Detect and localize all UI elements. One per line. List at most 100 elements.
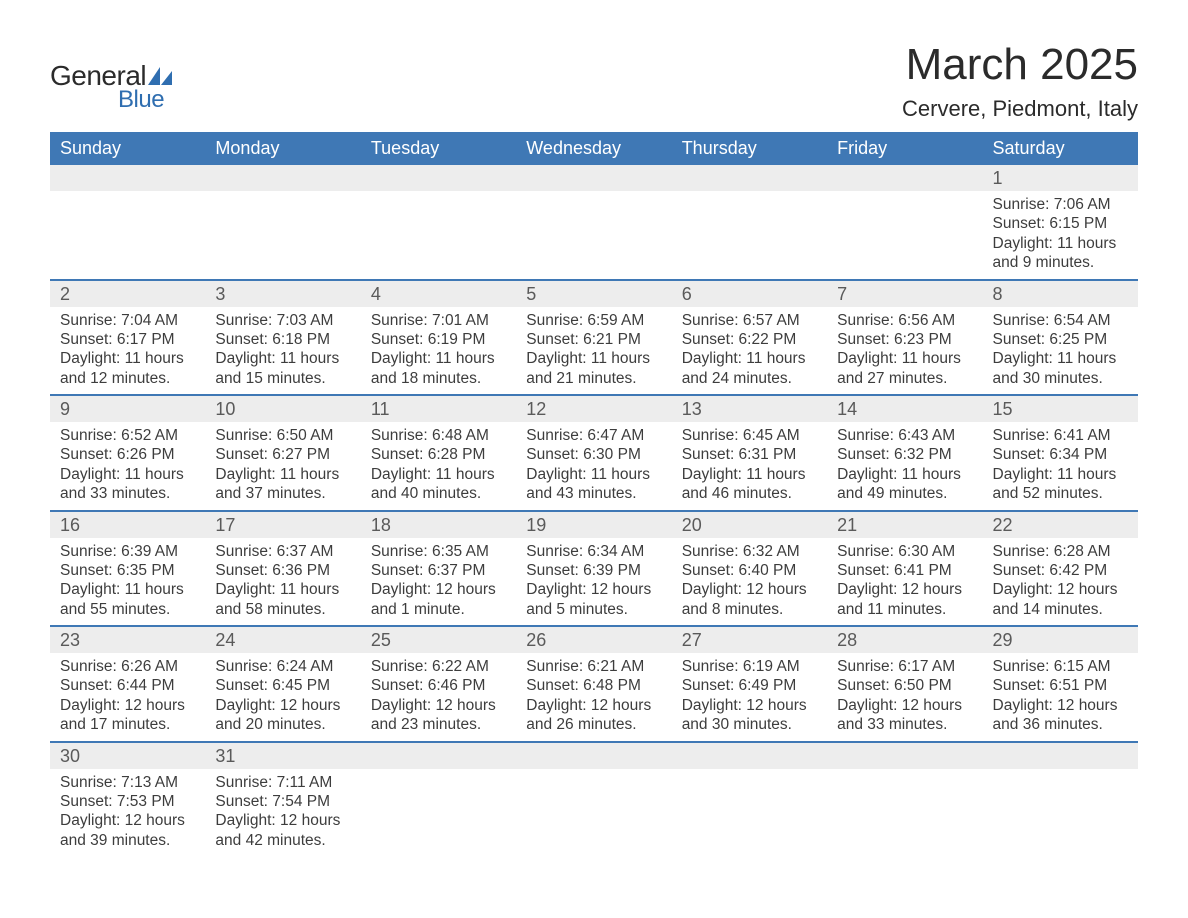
day-cell-number: 18 xyxy=(361,511,516,538)
day-number: 27 xyxy=(672,627,827,653)
daylight-text: and 9 minutes. xyxy=(993,253,1128,272)
day-number: 13 xyxy=(672,396,827,422)
calendar-body: 1Sunrise: 7:06 AMSunset: 6:15 PMDaylight… xyxy=(50,165,1138,856)
sunset-text: Sunset: 6:19 PM xyxy=(371,330,506,349)
sunset-text: Sunset: 7:54 PM xyxy=(215,792,350,811)
sunset-text: Sunset: 6:17 PM xyxy=(60,330,195,349)
day-cell-number: 16 xyxy=(50,511,205,538)
daylight-text: Daylight: 11 hours xyxy=(215,349,350,368)
daylight-text: and 12 minutes. xyxy=(60,369,195,388)
daylight-text: Daylight: 11 hours xyxy=(993,349,1128,368)
sunrise-text: Sunrise: 6:30 AM xyxy=(837,542,972,561)
daylight-text: and 27 minutes. xyxy=(837,369,972,388)
day-cell-detail: Sunrise: 6:37 AMSunset: 6:36 PMDaylight:… xyxy=(205,538,360,627)
day-cell-number: 11 xyxy=(361,395,516,422)
sunset-text: Sunset: 6:28 PM xyxy=(371,445,506,464)
daylight-text: Daylight: 11 hours xyxy=(837,349,972,368)
weekday-header: Tuesday xyxy=(361,132,516,165)
title-block: March 2025 Cervere, Piedmont, Italy xyxy=(902,40,1138,122)
day-cell-number xyxy=(516,742,671,769)
weekday-header: Wednesday xyxy=(516,132,671,165)
day-cell-detail xyxy=(827,769,982,857)
sunset-text: Sunset: 6:41 PM xyxy=(837,561,972,580)
day-cell-number: 8 xyxy=(983,280,1138,307)
day-number: 24 xyxy=(205,627,360,653)
day-number: 19 xyxy=(516,512,671,538)
sunrise-text: Sunrise: 6:45 AM xyxy=(682,426,817,445)
daylight-text: Daylight: 12 hours xyxy=(371,580,506,599)
daylight-text: Daylight: 11 hours xyxy=(682,465,817,484)
daylight-text: and 26 minutes. xyxy=(526,715,661,734)
weekday-header: Thursday xyxy=(672,132,827,165)
day-number: 17 xyxy=(205,512,360,538)
day-cell-number xyxy=(672,165,827,191)
day-cell-detail: Sunrise: 7:01 AMSunset: 6:19 PMDaylight:… xyxy=(361,307,516,396)
day-cell-number: 3 xyxy=(205,280,360,307)
sunrise-text: Sunrise: 6:26 AM xyxy=(60,657,195,676)
sunset-text: Sunset: 6:48 PM xyxy=(526,676,661,695)
detail-row: Sunrise: 6:26 AMSunset: 6:44 PMDaylight:… xyxy=(50,653,1138,742)
day-cell-detail: Sunrise: 7:03 AMSunset: 6:18 PMDaylight:… xyxy=(205,307,360,396)
day-number: 22 xyxy=(983,512,1138,538)
day-cell-number xyxy=(50,165,205,191)
logo-sail-icon xyxy=(148,67,172,85)
sunrise-text: Sunrise: 7:04 AM xyxy=(60,311,195,330)
sunset-text: Sunset: 6:15 PM xyxy=(993,214,1128,233)
sunset-text: Sunset: 6:36 PM xyxy=(215,561,350,580)
day-cell-detail: Sunrise: 7:04 AMSunset: 6:17 PMDaylight:… xyxy=(50,307,205,396)
detail-row: Sunrise: 7:04 AMSunset: 6:17 PMDaylight:… xyxy=(50,307,1138,396)
day-cell-detail xyxy=(672,191,827,280)
daylight-text: and 40 minutes. xyxy=(371,484,506,503)
day-cell-detail: Sunrise: 6:34 AMSunset: 6:39 PMDaylight:… xyxy=(516,538,671,627)
day-number: 21 xyxy=(827,512,982,538)
daylight-text: Daylight: 12 hours xyxy=(837,580,972,599)
day-cell-detail: Sunrise: 6:17 AMSunset: 6:50 PMDaylight:… xyxy=(827,653,982,742)
day-number: 18 xyxy=(361,512,516,538)
day-cell-detail xyxy=(672,769,827,857)
daylight-text: and 14 minutes. xyxy=(993,600,1128,619)
daylight-text: Daylight: 11 hours xyxy=(993,465,1128,484)
sunset-text: Sunset: 6:26 PM xyxy=(60,445,195,464)
daylight-text: and 33 minutes. xyxy=(60,484,195,503)
day-cell-number: 12 xyxy=(516,395,671,422)
day-cell-detail: Sunrise: 7:06 AMSunset: 6:15 PMDaylight:… xyxy=(983,191,1138,280)
detail-row: Sunrise: 7:13 AMSunset: 7:53 PMDaylight:… xyxy=(50,769,1138,857)
day-cell-number: 20 xyxy=(672,511,827,538)
day-cell-number: 26 xyxy=(516,626,671,653)
day-cell-detail xyxy=(516,191,671,280)
daylight-text: and 11 minutes. xyxy=(837,600,972,619)
daylight-text: and 21 minutes. xyxy=(526,369,661,388)
daylight-text: and 1 minute. xyxy=(371,600,506,619)
day-cell-number: 17 xyxy=(205,511,360,538)
day-cell-number: 4 xyxy=(361,280,516,307)
day-cell-number: 19 xyxy=(516,511,671,538)
day-cell-detail: Sunrise: 6:28 AMSunset: 6:42 PMDaylight:… xyxy=(983,538,1138,627)
day-number: 20 xyxy=(672,512,827,538)
daylight-text: Daylight: 12 hours xyxy=(682,580,817,599)
daylight-text: Daylight: 12 hours xyxy=(526,580,661,599)
daylight-text: and 55 minutes. xyxy=(60,600,195,619)
daylight-text: Daylight: 12 hours xyxy=(215,811,350,830)
brand-logo: General Blue xyxy=(50,60,172,114)
sunset-text: Sunset: 6:42 PM xyxy=(993,561,1128,580)
daylight-text: Daylight: 11 hours xyxy=(371,465,506,484)
sunrise-text: Sunrise: 6:22 AM xyxy=(371,657,506,676)
day-cell-number xyxy=(983,742,1138,769)
day-number: 15 xyxy=(983,396,1138,422)
sunset-text: Sunset: 6:32 PM xyxy=(837,445,972,464)
sunset-text: Sunset: 6:27 PM xyxy=(215,445,350,464)
daylight-text: and 39 minutes. xyxy=(60,831,195,850)
day-number: 11 xyxy=(361,396,516,422)
daylight-text: Daylight: 11 hours xyxy=(60,349,195,368)
day-number: 12 xyxy=(516,396,671,422)
daylight-text: Daylight: 11 hours xyxy=(526,465,661,484)
sunset-text: Sunset: 6:21 PM xyxy=(526,330,661,349)
day-cell-detail: Sunrise: 6:41 AMSunset: 6:34 PMDaylight:… xyxy=(983,422,1138,511)
daynum-row: 16171819202122 xyxy=(50,511,1138,538)
daynum-row: 23242526272829 xyxy=(50,626,1138,653)
daylight-text: Daylight: 11 hours xyxy=(993,234,1128,253)
daynum-row: 3031 xyxy=(50,742,1138,769)
daylight-text: Daylight: 11 hours xyxy=(371,349,506,368)
day-number: 7 xyxy=(827,281,982,307)
daylight-text: and 20 minutes. xyxy=(215,715,350,734)
